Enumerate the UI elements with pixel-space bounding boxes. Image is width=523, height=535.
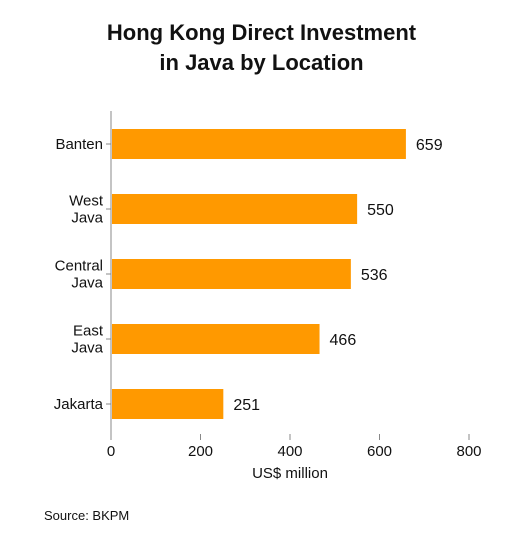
category-label-4: Jakarta xyxy=(54,396,104,413)
x-axis-label: US$ million xyxy=(252,465,328,482)
category-label-2: Central Java xyxy=(55,258,104,292)
x-tick-label-0: 0 xyxy=(107,443,115,460)
category-label-1: West Java xyxy=(69,193,104,227)
category-label-line: West xyxy=(69,193,104,210)
bar-3 xyxy=(112,324,320,354)
data-label-0: 659 xyxy=(416,137,443,154)
category-label-line: Java xyxy=(71,210,103,227)
category-label-line: Java xyxy=(71,275,103,292)
x-tick-label-3: 600 xyxy=(367,443,392,460)
x-tick-label-4: 800 xyxy=(456,443,481,460)
x-tick-label-1: 200 xyxy=(188,443,213,460)
source-note: Source: BKPM xyxy=(44,508,130,523)
bar-1 xyxy=(112,194,358,224)
category-label-line: Java xyxy=(71,340,103,357)
category-label-line: East xyxy=(73,323,104,340)
category-label-0: Banten xyxy=(55,136,103,153)
data-label-3: 466 xyxy=(330,332,357,349)
chart-title: Hong Kong Direct Investment in Java by L… xyxy=(0,18,523,78)
category-label-line: Banten xyxy=(55,136,103,153)
category-label-3: East Java xyxy=(71,323,104,357)
data-label-4: 251 xyxy=(233,397,260,414)
x-tick-label-2: 400 xyxy=(277,443,302,460)
bar-4 xyxy=(112,389,224,419)
category-label-line: Central xyxy=(55,258,103,275)
bar-0 xyxy=(112,129,406,159)
chart-title-line-1: Hong Kong Direct Investment xyxy=(106,20,417,45)
data-label-2: 536 xyxy=(361,267,388,284)
bar-2 xyxy=(112,259,351,289)
chart-title-line-2: in Java by Location xyxy=(159,50,364,75)
category-label-line: Jakarta xyxy=(54,396,104,413)
data-label-1: 550 xyxy=(367,202,394,219)
